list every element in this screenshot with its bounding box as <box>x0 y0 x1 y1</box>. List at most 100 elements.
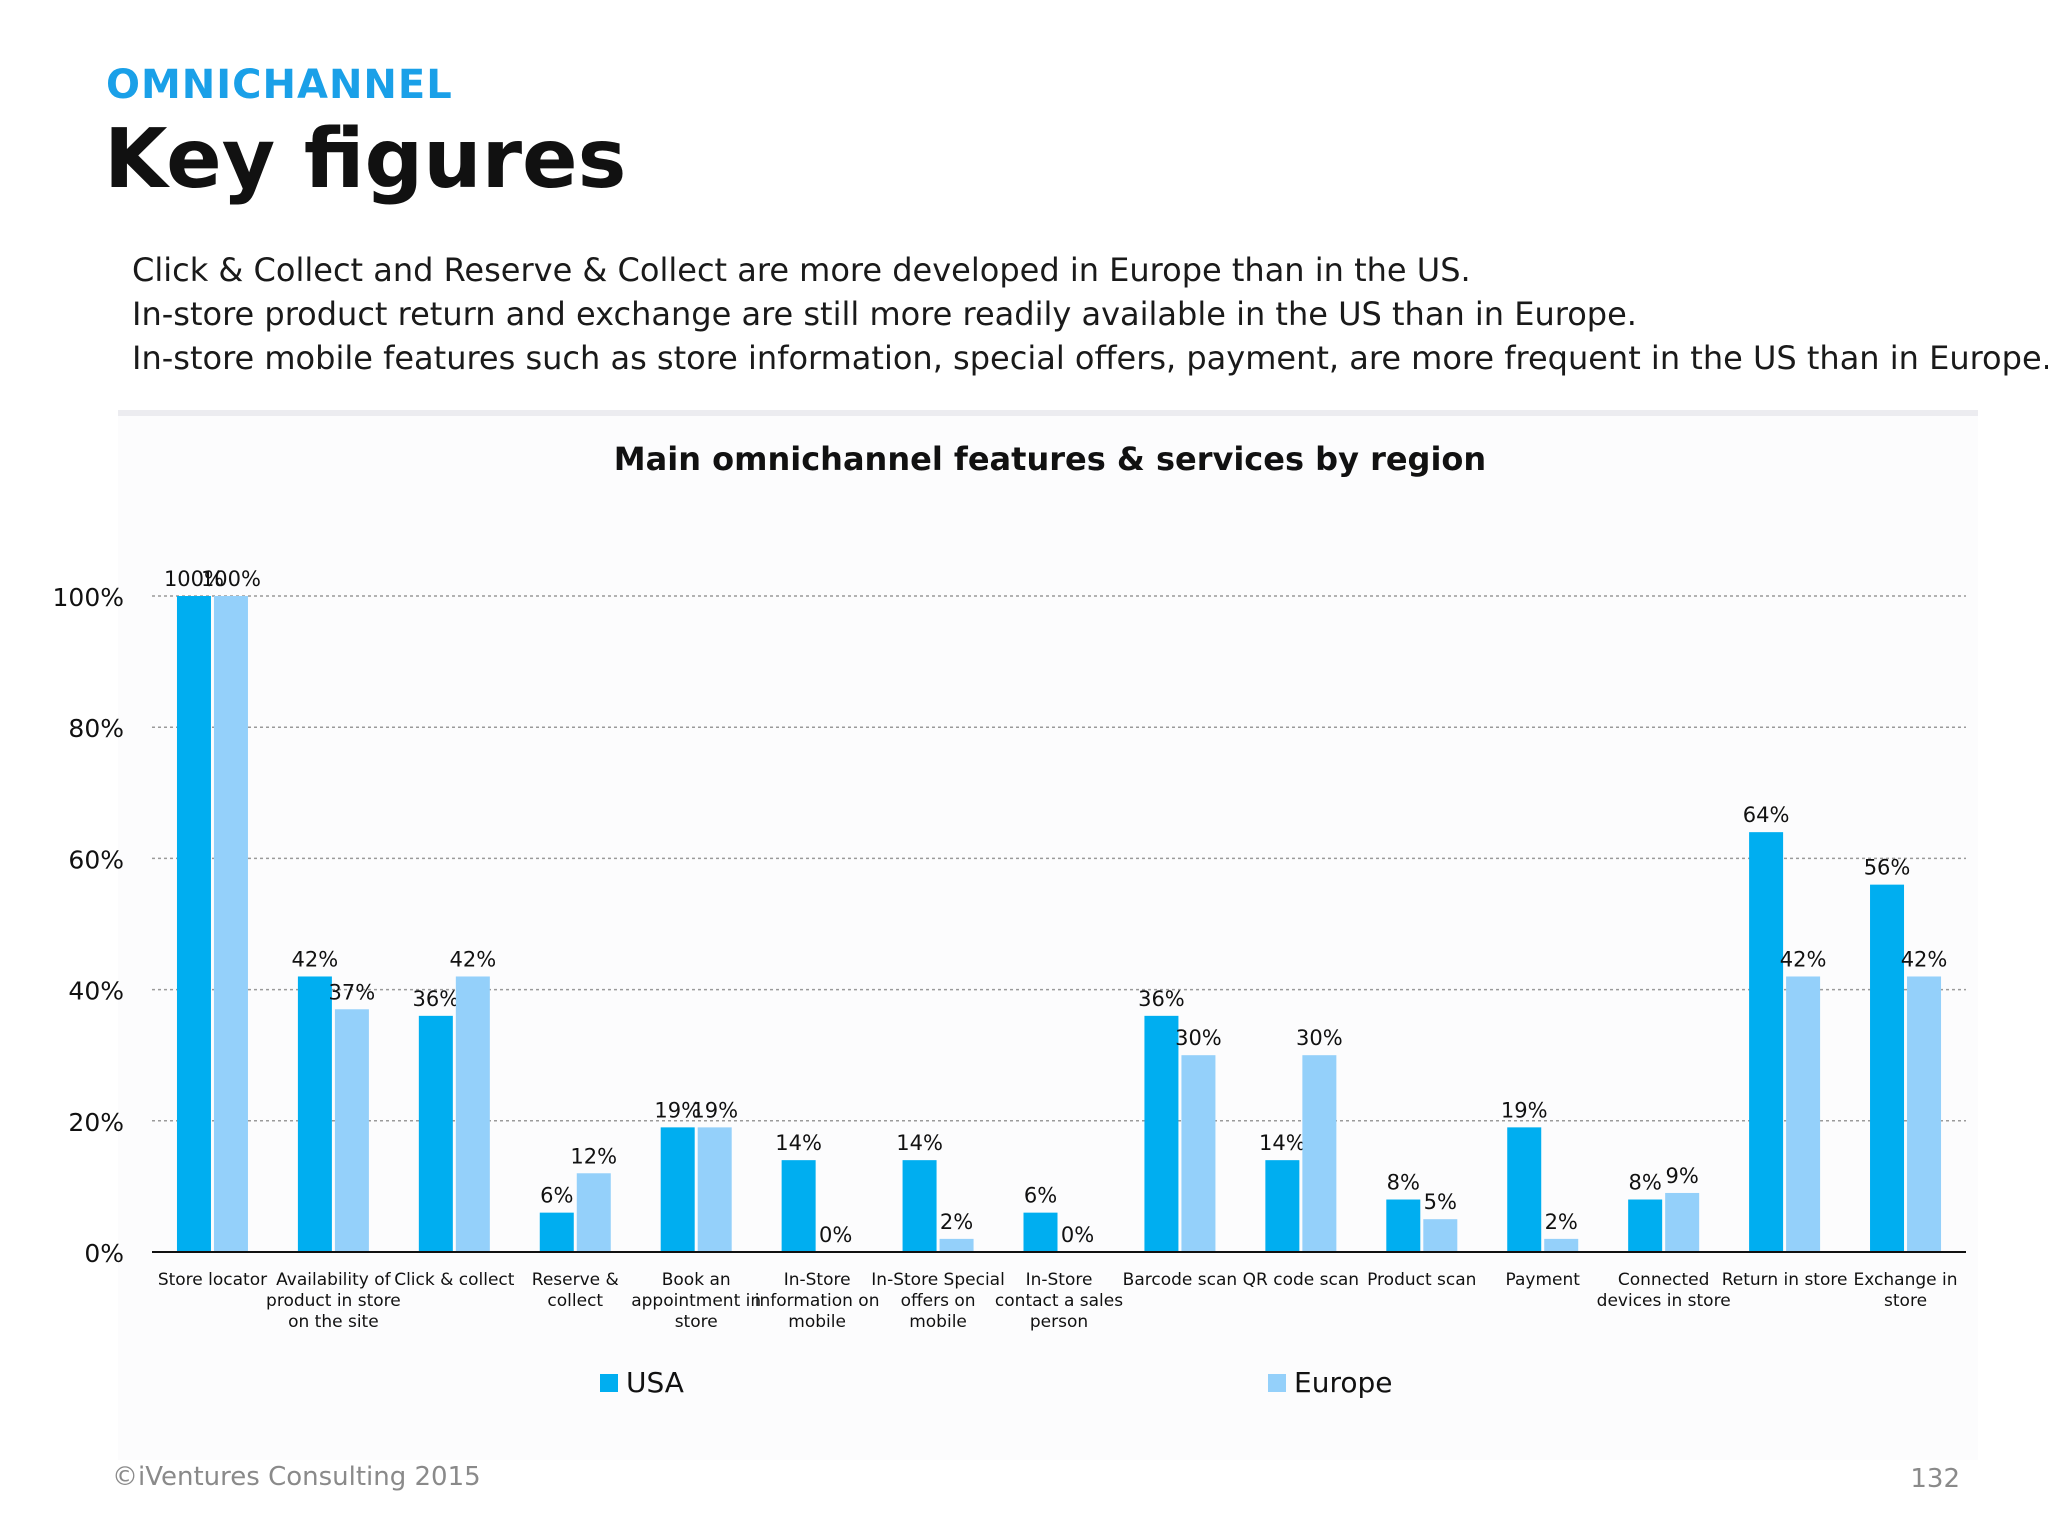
legend-swatch-usa <box>600 1373 618 1392</box>
bar-usa <box>297 976 332 1252</box>
bar-usa <box>902 1160 937 1252</box>
bar-europe <box>1665 1192 1700 1252</box>
bar-usa <box>660 1127 695 1252</box>
data-label: 100% <box>164 567 224 591</box>
intro-text: Click & Collect and Reserve & Collect ar… <box>132 248 2048 380</box>
data-label: 100% <box>201 567 261 591</box>
y-tick-label: 60% <box>68 845 124 874</box>
data-label: 37% <box>329 980 376 1004</box>
bar-europe <box>1786 976 1821 1252</box>
category-label: Book an <box>662 1270 731 1290</box>
category-label: In-Store <box>784 1270 851 1290</box>
y-tick-label: 100% <box>53 583 124 612</box>
intro-line: Click & Collect and Reserve & Collect ar… <box>132 251 1471 289</box>
data-label: 8% <box>1629 1171 1662 1195</box>
bar-usa <box>1507 1127 1542 1252</box>
bar-usa <box>418 1015 453 1252</box>
chart-panel <box>118 416 1978 1460</box>
data-label: 8% <box>1387 1171 1420 1195</box>
category-label: mobile <box>909 1312 967 1332</box>
data-label: 12% <box>570 1144 617 1168</box>
category-label: mobile <box>788 1312 846 1332</box>
bar-usa <box>539 1212 574 1252</box>
category-label: store <box>1884 1291 1927 1311</box>
category-label: Exchange in <box>1854 1270 1958 1290</box>
data-label: 42% <box>1901 947 1948 971</box>
data-label: 14% <box>896 1131 943 1155</box>
bar-europe <box>334 1009 369 1252</box>
data-label: 2% <box>1545 1210 1578 1234</box>
copyright: ©iVentures Consulting 2015 <box>112 1462 481 1492</box>
category-label: appointment in <box>631 1291 761 1311</box>
data-label: 9% <box>1666 1164 1699 1188</box>
bar-europe <box>1544 1238 1579 1252</box>
bar-europe <box>213 596 248 1252</box>
category-label: person <box>1030 1312 1088 1332</box>
bar-europe <box>1181 1055 1216 1252</box>
data-label: 36% <box>1138 987 1185 1011</box>
bar-chart: 0%20%40%60%80%100%100%100%Store locator4… <box>53 567 1966 1332</box>
category-label: collect <box>547 1291 603 1311</box>
data-label: 19% <box>654 1098 701 1122</box>
category-label: QR code scan <box>1243 1270 1359 1290</box>
y-tick-label: 20% <box>68 1108 124 1137</box>
bar-usa <box>1628 1199 1663 1252</box>
category-label: Connected <box>1618 1270 1710 1290</box>
bar-usa <box>1870 884 1905 1252</box>
legend-usa: USA <box>600 1366 684 1399</box>
category-label: Product scan <box>1367 1270 1476 1290</box>
page-title: Key figures <box>104 112 627 207</box>
divider <box>118 410 1978 416</box>
bar-europe <box>1302 1055 1337 1252</box>
category-label: store <box>675 1312 718 1332</box>
bar-europe <box>1423 1219 1458 1252</box>
data-label: 2% <box>940 1210 973 1234</box>
data-label: 6% <box>1024 1184 1057 1208</box>
y-tick-label: 40% <box>68 977 124 1006</box>
intro-line: In-store product return and exchange are… <box>132 295 1637 333</box>
data-label: 42% <box>292 947 339 971</box>
category-label: Click & collect <box>394 1270 515 1290</box>
bar-europe <box>455 976 490 1252</box>
data-label: 30% <box>1175 1026 1222 1050</box>
category-label: In-Store Special <box>871 1270 1005 1290</box>
category-label: Availability of <box>276 1270 391 1290</box>
intro-line: In-store mobile features such as store i… <box>132 339 2048 377</box>
bar-europe <box>697 1127 732 1252</box>
category-label: offers on <box>901 1291 976 1311</box>
data-label: 42% <box>449 947 496 971</box>
bar-usa <box>1749 832 1784 1252</box>
category-label: information on <box>755 1291 880 1311</box>
data-label: 6% <box>540 1184 573 1208</box>
bar-usa <box>1023 1212 1058 1252</box>
bar-usa <box>1144 1015 1179 1252</box>
data-label: 19% <box>691 1098 738 1122</box>
category-label: on the site <box>288 1312 379 1332</box>
bar-usa <box>176 596 211 1252</box>
y-tick-label: 0% <box>84 1239 124 1268</box>
category-label: Store locator <box>158 1270 267 1290</box>
data-label: 14% <box>775 1131 822 1155</box>
section-label: OMNICHANNEL <box>106 62 453 108</box>
data-label: 14% <box>1259 1131 1306 1155</box>
bar-europe <box>1907 976 1942 1252</box>
legend-swatch-europe <box>1268 1373 1286 1392</box>
data-label: 36% <box>412 987 459 1011</box>
legend-europe: Europe <box>1268 1366 1392 1399</box>
category-label: Return in store <box>1722 1270 1848 1290</box>
bar-europe <box>939 1238 974 1252</box>
legend-label-europe: Europe <box>1294 1366 1393 1399</box>
data-label: 42% <box>1780 947 1827 971</box>
bar-usa <box>1265 1160 1300 1252</box>
legend-label-usa: USA <box>626 1366 684 1399</box>
category-label: devices in store <box>1597 1291 1731 1311</box>
category-label: Reserve & <box>532 1270 619 1290</box>
data-label: 64% <box>1743 803 1790 827</box>
bar-europe <box>576 1173 611 1252</box>
data-label: 0% <box>1061 1223 1094 1247</box>
page-number: 132 <box>1910 1464 1960 1494</box>
data-label: 0% <box>819 1223 852 1247</box>
category-label: contact a sales <box>995 1291 1123 1311</box>
data-label: 56% <box>1864 856 1911 880</box>
category-label: Barcode scan <box>1123 1270 1238 1290</box>
